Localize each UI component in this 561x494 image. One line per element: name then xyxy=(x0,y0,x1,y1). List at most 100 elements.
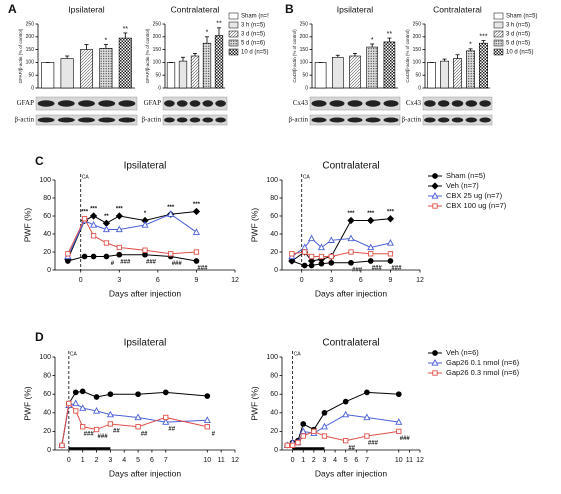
blot-band xyxy=(57,100,75,107)
data-point xyxy=(367,243,375,251)
data-point xyxy=(66,400,72,407)
x-tick-label: 4 xyxy=(333,457,337,464)
y-tick-label: 20 xyxy=(270,249,278,256)
data-point xyxy=(327,236,335,243)
blot-band xyxy=(365,117,381,123)
x-tick-label: 3 xyxy=(117,277,121,284)
x-tick-label: 7 xyxy=(365,457,369,464)
data-point xyxy=(386,239,394,246)
bar xyxy=(202,42,212,89)
data-point xyxy=(289,251,295,257)
blot-band xyxy=(437,100,450,107)
y-tick-label: 200 xyxy=(26,34,35,40)
significance: *** xyxy=(347,211,355,217)
x-tick-label: 6 xyxy=(354,457,358,464)
legend-marker xyxy=(432,173,438,179)
y-tick-label: 60 xyxy=(43,391,51,398)
x-axis-label: Days after injection xyxy=(109,468,182,478)
data-point xyxy=(328,259,335,266)
significance: ### xyxy=(372,266,383,272)
legend-marker xyxy=(432,203,438,209)
y-tick-label: 80 xyxy=(43,372,51,379)
blot-label: β-actin xyxy=(142,116,162,124)
blot-band xyxy=(98,100,116,107)
x-tick-label: 1 xyxy=(301,457,305,464)
y-tick-label: 150 xyxy=(26,47,35,53)
y-tick-label: 80 xyxy=(270,372,278,379)
data-point xyxy=(300,433,306,439)
blot-band xyxy=(329,117,345,123)
x-tick-label: 0 xyxy=(79,277,83,284)
x-tick-label: 11 xyxy=(406,457,413,464)
blot-band xyxy=(329,100,345,107)
bar xyxy=(479,42,488,89)
significance: * xyxy=(206,30,209,37)
data-point xyxy=(167,210,175,217)
blot-label: β-actin xyxy=(402,116,422,124)
bar xyxy=(190,55,200,89)
blot-band xyxy=(176,100,188,107)
legend-swatch xyxy=(493,21,504,29)
data-point xyxy=(193,249,200,255)
bar xyxy=(466,50,475,89)
data-point xyxy=(386,215,395,223)
significance: ### xyxy=(146,259,157,265)
significance: # xyxy=(111,261,115,267)
series-line xyxy=(67,217,197,255)
y-axis-label: GFAP/β-actin (% of control) xyxy=(18,28,23,83)
bar xyxy=(60,58,74,89)
data-point xyxy=(342,398,349,405)
bar xyxy=(99,48,113,89)
y-axis-label: PWF (%) xyxy=(249,208,259,243)
significance: ## xyxy=(348,445,355,451)
y-axis-label: Cx43/β-actin (% of control) xyxy=(292,29,297,83)
legend-label: 3 h (n=5) xyxy=(506,23,530,29)
legend-swatch xyxy=(228,30,239,38)
blot-band xyxy=(479,100,491,107)
legend-marker xyxy=(432,350,438,356)
y-tick-label: 20 xyxy=(270,428,278,435)
blot-band xyxy=(176,117,188,123)
data-point xyxy=(320,422,329,430)
y-tick-label: 100 xyxy=(26,60,35,66)
legend-label: CBX 25 ug (n=7) xyxy=(446,191,503,200)
data-point xyxy=(289,442,296,448)
data-point xyxy=(347,216,355,225)
legend-swatch xyxy=(228,21,239,29)
data-point xyxy=(116,251,123,258)
significance: ### xyxy=(197,266,208,272)
y-tick-label: 80 xyxy=(270,195,278,202)
data-point xyxy=(106,410,114,418)
data-point xyxy=(347,234,355,242)
significance: * xyxy=(144,211,147,217)
blot-label: β-actin xyxy=(289,116,309,124)
data-point xyxy=(321,433,328,439)
legend-label: Veh (n=6) xyxy=(446,348,479,357)
significance: * xyxy=(371,37,374,44)
chart-title: Ipsilateral xyxy=(337,4,373,14)
ca-label: CA xyxy=(294,351,302,357)
x-tick-label: 2 xyxy=(95,457,99,464)
y-tick-label: 200 xyxy=(413,34,422,40)
data-point xyxy=(311,428,317,435)
bar xyxy=(453,58,462,89)
blot-band xyxy=(215,117,226,123)
data-point xyxy=(395,391,402,398)
y-tick-label: 0 xyxy=(31,85,34,91)
significance: ## xyxy=(168,427,175,433)
chart-title: Ipsilateral xyxy=(124,338,167,349)
y-tick-label: 250 xyxy=(413,21,422,27)
y-tick-label: 200 xyxy=(300,34,309,40)
legend-swatch xyxy=(493,30,504,38)
data-point xyxy=(367,216,375,225)
significance: *** xyxy=(193,202,201,208)
significance: *** xyxy=(387,209,395,215)
significance: ### xyxy=(400,436,411,442)
blot-band xyxy=(365,100,381,107)
significance: ### xyxy=(352,267,363,273)
data-point xyxy=(308,253,315,260)
legend-marker xyxy=(431,182,439,190)
bar xyxy=(349,55,361,89)
bar xyxy=(366,46,379,89)
